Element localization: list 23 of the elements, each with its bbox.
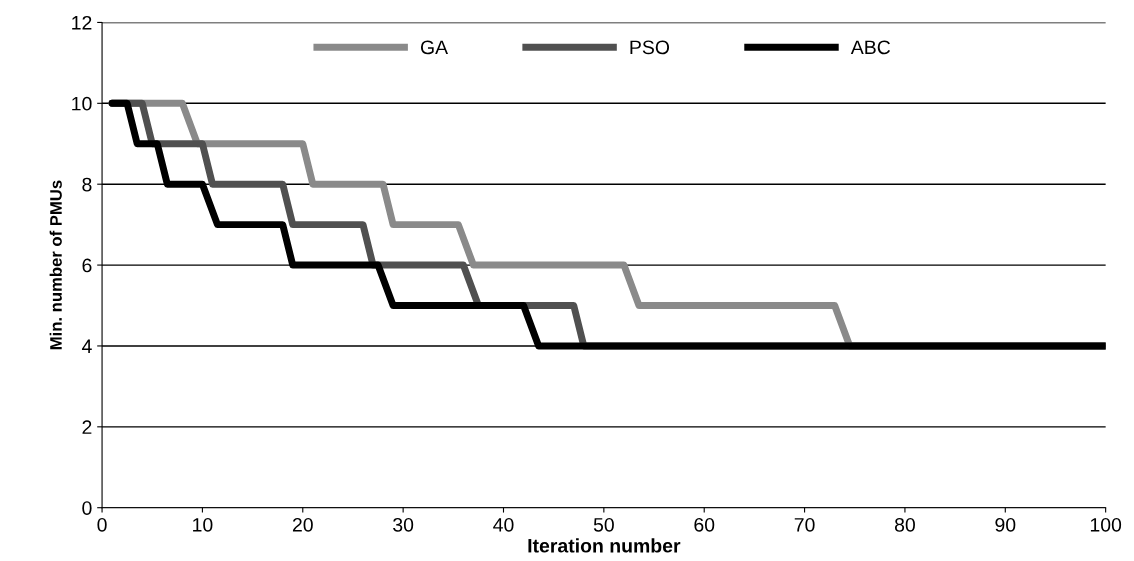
x-tick-label: 60 — [694, 517, 715, 532]
y-tick-label: 12 — [72, 15, 92, 30]
y-tick-label: 4 — [81, 339, 92, 353]
x-tick-label: 90 — [995, 517, 1016, 532]
legend-label: ABC — [850, 40, 891, 55]
x-tick-label: 70 — [794, 517, 815, 532]
x-tick-label: 50 — [593, 517, 614, 532]
y-axis-title: Min. number of PMUs — [49, 180, 62, 350]
y-tick-label: 0 — [82, 501, 92, 515]
x-tick-label: 40 — [493, 517, 514, 532]
x-tick-label: 0 — [97, 517, 107, 532]
x-tick-label: 20 — [292, 517, 313, 532]
y-tick-label: 8 — [82, 177, 92, 192]
x-axis-title: Iteration number — [528, 538, 681, 553]
x-tick-label: 30 — [393, 517, 414, 532]
legend-label: PSO — [630, 40, 670, 55]
x-tick-label: 80 — [894, 517, 915, 532]
y-tick-label: 2 — [82, 420, 92, 434]
x-tick-label: 10 — [193, 517, 213, 532]
legend-label: GA — [420, 40, 449, 55]
x-tick-label: 100 — [1090, 517, 1122, 532]
y-tick-label: 10 — [72, 96, 92, 111]
y-tick-label: 6 — [82, 258, 92, 273]
